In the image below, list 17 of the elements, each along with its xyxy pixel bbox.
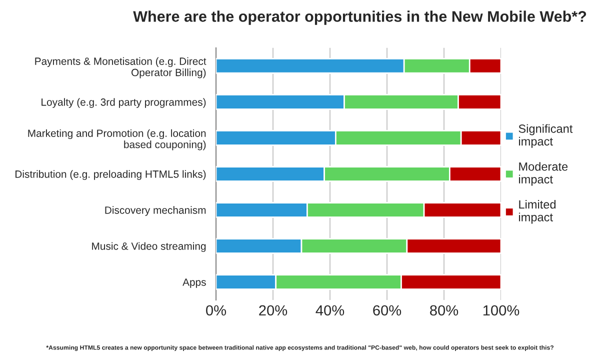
y-tick-label: Marketing and Promotion (e.g. location based couponing) [28, 129, 206, 150]
x-tick-label: 0% [206, 305, 226, 316]
x-tick-label: 20% [259, 305, 288, 316]
y-tick-label: Apps [182, 278, 206, 288]
x-tick-label: 100% [483, 305, 520, 316]
y-tick-label: Music & Video streaming [92, 242, 206, 252]
y-tick-label: Loyalty (e.g. 3rd party programmes) [42, 98, 206, 108]
x-tick-label: 60% [373, 305, 402, 316]
legend-label: Moderate impact [519, 162, 568, 186]
y-tick-label: Discovery mechanism [105, 206, 206, 216]
legend-label: Limited impact [519, 200, 556, 224]
y-tick-label: Payments & Monetisation (e.g. Direct Operator Billing) [35, 57, 206, 78]
legend-label: Significant impact [518, 124, 573, 148]
x-tick-label: 80% [430, 305, 458, 316]
chart-title: Where are the operator opportunities in the New Mobile Web*? [133, 10, 586, 25]
x-tick-label: 40% [316, 305, 344, 316]
y-tick-label: Distribution (e.g. preloading HTML5 links) [16, 170, 206, 180]
